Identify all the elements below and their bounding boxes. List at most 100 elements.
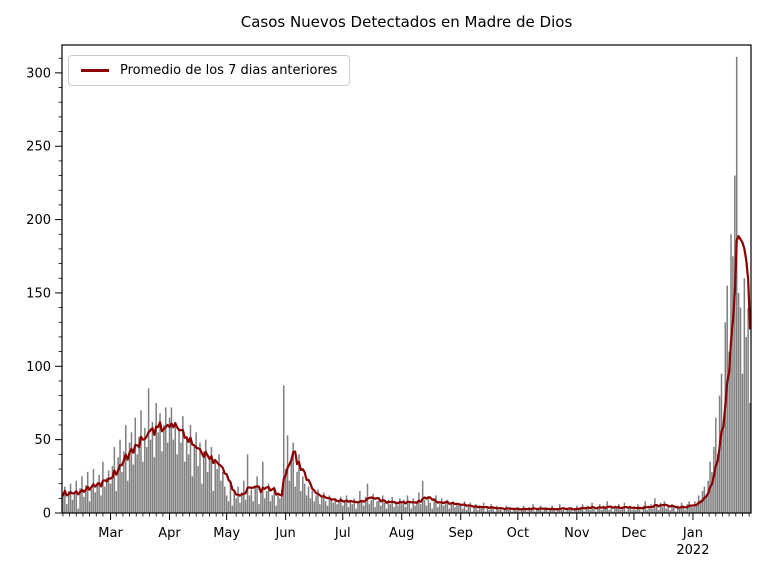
daily-cases-bar bbox=[408, 502, 411, 513]
daily-cases-bar bbox=[498, 510, 500, 513]
daily-cases-bar bbox=[423, 499, 426, 513]
daily-cases-bar bbox=[340, 496, 342, 513]
daily-cases-bar bbox=[442, 505, 445, 513]
daily-cases-bar bbox=[128, 442, 131, 513]
daily-cases-bar bbox=[105, 477, 108, 513]
daily-cases-bar bbox=[444, 502, 447, 513]
daily-cases-bar bbox=[724, 322, 727, 513]
daily-cases-bar bbox=[598, 504, 601, 513]
daily-cases-bar bbox=[252, 501, 255, 513]
y-tick-label: 100 bbox=[26, 360, 51, 375]
daily-cases-bar bbox=[223, 486, 226, 513]
daily-cases-bar bbox=[298, 454, 300, 513]
daily-cases-bar bbox=[286, 435, 289, 513]
daily-cases-bar bbox=[193, 446, 196, 513]
daily-cases-bar bbox=[231, 505, 234, 513]
daily-cases-bar bbox=[222, 471, 224, 513]
daily-cases-bar bbox=[572, 511, 574, 513]
daily-cases-bar bbox=[490, 504, 492, 513]
daily-cases-bar bbox=[311, 490, 314, 513]
daily-cases-bar bbox=[469, 502, 472, 513]
daily-cases-bar bbox=[587, 505, 590, 513]
daily-cases-bar bbox=[197, 466, 199, 513]
daily-cases-bar bbox=[302, 476, 304, 513]
y-tick-label: 0 bbox=[43, 507, 51, 522]
daily-cases-bar bbox=[399, 498, 401, 513]
daily-cases-bar bbox=[229, 483, 232, 513]
daily-cases-bar bbox=[747, 307, 749, 513]
daily-cases-bar bbox=[113, 446, 116, 513]
daily-cases-bar bbox=[410, 508, 413, 513]
daily-cases-bar bbox=[737, 292, 740, 513]
daily-cases-bar bbox=[134, 417, 137, 513]
daily-cases-bar bbox=[123, 451, 125, 513]
daily-cases-bar bbox=[484, 511, 487, 513]
daily-cases-bar bbox=[538, 510, 540, 513]
legend-line-swatch bbox=[81, 69, 109, 72]
daily-cases-bar bbox=[296, 471, 298, 513]
daily-cases-bar bbox=[585, 508, 588, 513]
daily-cases-bar bbox=[515, 510, 517, 513]
daily-cases-bar bbox=[136, 454, 138, 513]
daily-cases-bar bbox=[309, 498, 312, 513]
daily-cases-bar bbox=[528, 507, 531, 513]
daily-cases-bar bbox=[277, 492, 279, 513]
daily-cases-bar bbox=[541, 511, 544, 513]
daily-cases-bar bbox=[115, 490, 117, 513]
daily-cases-bar bbox=[631, 510, 633, 513]
daily-cases-bar bbox=[526, 511, 529, 513]
daily-cases-bar bbox=[699, 499, 702, 513]
legend: Promedio de los 7 dias anteriores bbox=[68, 55, 351, 86]
daily-cases-bar bbox=[174, 422, 177, 513]
daily-cases-bar bbox=[577, 510, 580, 513]
daily-cases-bar bbox=[473, 507, 475, 513]
daily-cases-bar bbox=[456, 502, 458, 513]
daily-cases-bar bbox=[83, 496, 85, 513]
daily-cases-bar bbox=[656, 505, 658, 513]
daily-cases-bar bbox=[570, 507, 572, 513]
daily-cases-bar bbox=[734, 175, 736, 513]
daily-cases-bar bbox=[566, 508, 569, 513]
daily-cases-bar bbox=[144, 427, 146, 513]
x-tick-label: Jan bbox=[682, 526, 703, 541]
daily-cases-bar bbox=[153, 457, 156, 513]
daily-cases-bar bbox=[303, 483, 306, 513]
daily-cases-bar bbox=[201, 483, 203, 513]
daily-cases-bar bbox=[465, 510, 468, 513]
daily-cases-bar bbox=[589, 510, 591, 513]
daily-cases-bar bbox=[518, 511, 521, 513]
daily-cases-bar bbox=[225, 495, 228, 513]
daily-cases-bar bbox=[307, 486, 310, 513]
daily-cases-bar bbox=[351, 504, 354, 513]
daily-cases-bar bbox=[568, 510, 570, 513]
daily-cases-bar bbox=[479, 505, 481, 513]
daily-cases-bar bbox=[600, 510, 603, 513]
daily-cases-bar bbox=[241, 492, 243, 513]
daily-cases-bar bbox=[720, 373, 723, 513]
daily-cases-bar bbox=[269, 501, 272, 513]
daily-cases-bar bbox=[511, 511, 513, 513]
daily-cases-bar bbox=[583, 511, 586, 513]
daily-cases-bar bbox=[385, 508, 388, 513]
daily-cases-bar bbox=[739, 307, 742, 513]
daily-cases-bar bbox=[488, 510, 491, 513]
daily-cases-bar bbox=[355, 508, 357, 513]
daily-cases-bar bbox=[509, 507, 511, 513]
daily-cases-bar bbox=[71, 499, 74, 513]
daily-cases-bar bbox=[492, 508, 494, 513]
daily-cases-bar bbox=[446, 499, 449, 513]
daily-cases-bar bbox=[203, 451, 205, 513]
daily-cases-bar bbox=[646, 510, 649, 513]
daily-cases-bar bbox=[675, 511, 677, 513]
daily-cases-bar bbox=[256, 476, 258, 513]
daily-cases-bar bbox=[633, 507, 635, 513]
daily-cases-bar bbox=[191, 476, 194, 513]
daily-cases-bar bbox=[210, 446, 213, 513]
daily-cases-bar bbox=[90, 489, 93, 513]
daily-cases-bar bbox=[530, 510, 532, 513]
daily-cases-bar bbox=[332, 502, 334, 513]
daily-cases-bar bbox=[75, 480, 78, 513]
daily-cases-bar bbox=[353, 498, 355, 513]
daily-cases-bar bbox=[155, 402, 157, 513]
